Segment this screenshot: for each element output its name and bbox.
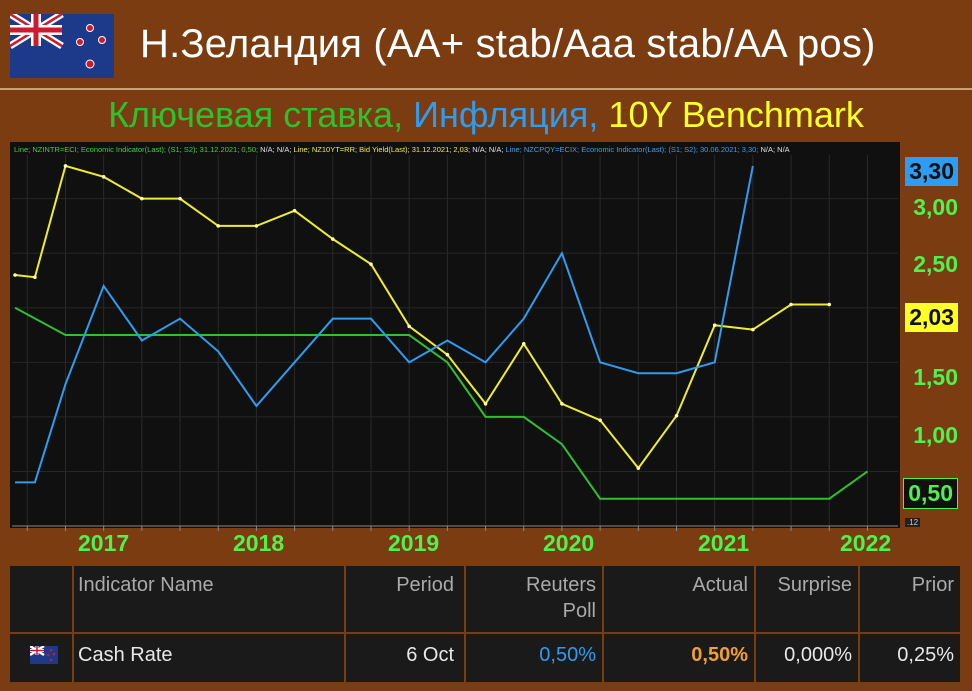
new-zealand-flag-icon (30, 646, 58, 664)
series-line-nzcpqy-ecix (15, 165, 754, 484)
data-point (33, 275, 37, 280)
column-divider (602, 566, 604, 682)
header: Н.Зеландия (AA+ stab/Aaa stab/AA pos) (0, 0, 972, 88)
data-point (63, 164, 68, 168)
column-divider (72, 566, 74, 682)
data-point (101, 175, 106, 179)
legend-cpi: Line; NZCPQY=ECIX; Economic Indicator(La… (505, 145, 759, 154)
y-tick-label: 1,50 (913, 364, 958, 390)
subtitle-inflation: Инфляция, (413, 94, 599, 135)
badge-10y-value: 2,03 (905, 303, 958, 332)
corner-label: .12 (905, 518, 921, 527)
data-point (292, 208, 297, 213)
row-divider (10, 632, 960, 634)
x-tick-label: 2019 (388, 530, 440, 556)
header-prior: Prior (911, 574, 954, 596)
new-zealand-flag-icon (10, 14, 114, 78)
column-divider (464, 566, 466, 682)
header-divider (0, 88, 972, 90)
series-line-nz10yt-rr (14, 164, 830, 470)
column-divider (344, 566, 346, 682)
cell-actual: 0,50% (691, 644, 748, 666)
data-point (178, 196, 182, 201)
cell-period: 6 Oct (406, 644, 454, 666)
cell-surprise: 0,000% (784, 644, 852, 666)
legend-policy-rate: Line; NZINTR=ECI; Economic Indicator(Las… (14, 145, 259, 154)
column-divider (754, 566, 756, 682)
column-divider (858, 566, 860, 682)
header-actual: Actual (692, 574, 748, 596)
legend-10y-yield: Line; NZ10YT=RR; Bid Yield(Last); 31.12.… (293, 145, 471, 154)
header-surprise: Surprise (777, 574, 852, 596)
data-point (140, 196, 144, 201)
header-indicator-name: Indicator Name (78, 574, 214, 596)
x-tick-label: 2018 (233, 530, 285, 556)
data-point (13, 273, 17, 277)
data-point (330, 237, 335, 241)
data-point (712, 323, 717, 328)
x-tick-label: 2021 (698, 530, 750, 556)
badge-cpi-value: 3,30 (905, 157, 958, 186)
data-point (483, 401, 488, 406)
header-period: Period (396, 574, 454, 596)
data-point (445, 352, 450, 357)
y-tick-label: 2,50 (913, 251, 958, 277)
legend-cpi-na: N/A; N/A (760, 145, 790, 154)
x-tick-label: 2017 (78, 530, 130, 556)
data-point (598, 418, 602, 422)
page-title: Н.Зеландия (AA+ stab/Aaa stab/AA pos) (140, 22, 876, 66)
cell-prior: 0,25% (897, 644, 954, 666)
data-point (674, 413, 679, 418)
data-point (560, 401, 564, 406)
data-point (216, 224, 221, 228)
chart-subtitle: Ключевая ставка, Инфляция, 10Y Benchmark (0, 94, 972, 136)
x-tick-label: 2022 (840, 530, 892, 556)
title-box: Н.Зеландия (AA+ stab/Aaa stab/AA pos) (120, 10, 940, 80)
legend-policy-rate-na: N/A; N/A; (260, 145, 292, 154)
cell-reuters-poll: 0,50% (539, 644, 596, 666)
indicator-table: Indicator Name Period Reuters Poll Actual… (10, 566, 960, 682)
y-tick-label: 1,00 (913, 422, 958, 448)
data-point (407, 324, 411, 329)
cell-indicator-name: Cash Rate (78, 644, 173, 666)
subtitle-10y-benchmark: 10Y Benchmark (608, 94, 864, 135)
data-point (827, 302, 832, 307)
data-point (751, 327, 755, 332)
data-point (789, 302, 793, 307)
x-tick-label: 2020 (543, 530, 595, 556)
subtitle-policy-rate: Ключевая ставка, (108, 94, 404, 135)
data-point (636, 466, 641, 470)
data-point (254, 224, 259, 228)
series-line-nzintr-eci (14, 306, 869, 500)
badge-policy-rate-value: 0,50 (903, 478, 958, 509)
legend-10y-yield-na: N/A; N/A; (472, 145, 504, 154)
data-point (521, 341, 526, 346)
header-reuters-poll: Reuters Poll (525, 574, 596, 622)
data-point (369, 262, 373, 266)
y-tick-label: 3,00 (913, 194, 958, 220)
chart-legend: Line; NZINTR=ECI; Economic Indicator(Las… (14, 145, 790, 154)
